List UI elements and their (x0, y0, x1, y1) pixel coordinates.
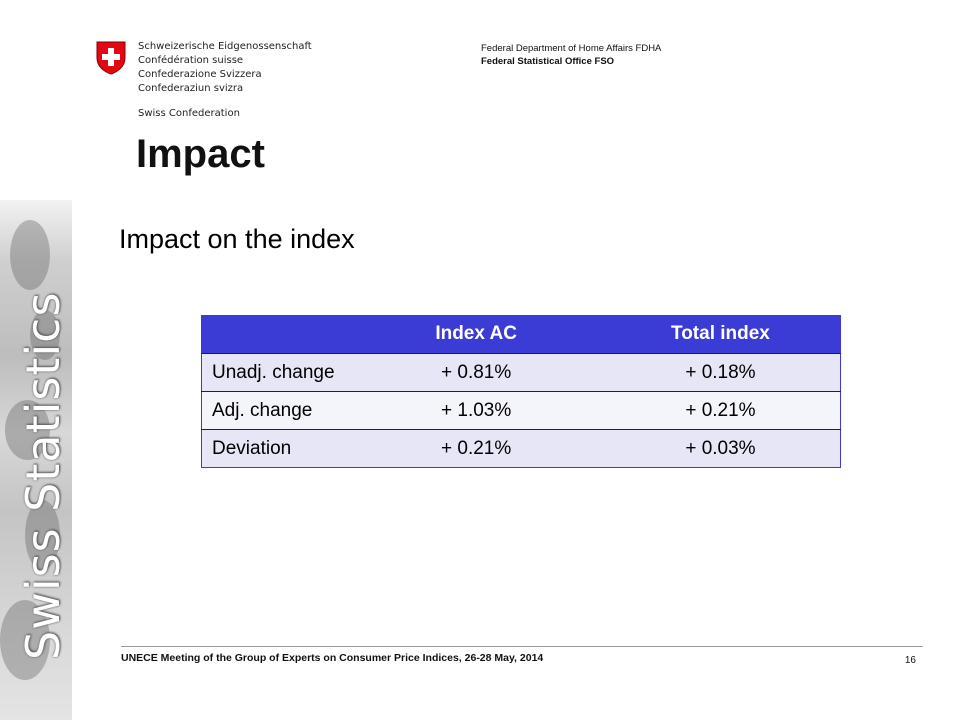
swiss-crest-icon (96, 41, 126, 75)
swiss-statistics-brand: Swiss Statistics (16, 291, 70, 660)
cell-index-ac: + 0.21% (351, 429, 601, 468)
conf-name-fr: Confédération suisse (138, 55, 244, 66)
cell-total-index: + 0.21% (600, 391, 841, 430)
column-header-label (201, 315, 352, 354)
page-number: 16 (904, 655, 916, 666)
cell-index-ac: + 1.03% (351, 391, 601, 430)
page-title: Impact (136, 132, 265, 176)
row-label: Adj. change (201, 391, 352, 430)
column-header-index-ac: Index AC (351, 315, 601, 354)
swiss-confederation-label: Swiss Confederation (138, 108, 240, 119)
row-label: Deviation (201, 429, 352, 468)
side-photo-strip: Swiss Statistics (0, 200, 72, 720)
row-label: Unadj. change (201, 353, 352, 392)
footer-divider (121, 646, 923, 647)
table-header-row: Index AC Total index (201, 315, 841, 354)
table-row: Adj. change + 1.03% + 0.21% (201, 391, 841, 430)
footer-text: UNECE Meeting of the Group of Experts on… (121, 652, 544, 664)
office-name: Federal Statistical Office FSO (481, 56, 615, 67)
department-name: Federal Department of Home Affairs FDHA (481, 43, 662, 54)
conf-name-rm: Confederaziun svizra (138, 83, 244, 94)
column-header-total-index: Total index (600, 315, 841, 354)
conf-name-it: Confederazione Svizzera (138, 69, 262, 80)
slide-subtitle: Impact on the index (119, 224, 355, 254)
impact-table: Index AC Total index Unadj. change + 0.8… (201, 315, 841, 468)
cell-total-index: + 0.18% (600, 353, 841, 392)
table-row: Deviation + 0.21% + 0.03% (201, 429, 841, 468)
conf-name-de: Schweizerische Eidgenossenschaft (138, 41, 312, 52)
confederation-names: Schweizerische Eidgenossenschaft Confédé… (138, 40, 312, 96)
cell-total-index: + 0.03% (600, 429, 841, 468)
department-block: Federal Department of Home Affairs FDHA … (481, 42, 661, 68)
table-row: Unadj. change + 0.81% + 0.18% (201, 353, 841, 392)
cell-index-ac: + 0.81% (351, 353, 601, 392)
